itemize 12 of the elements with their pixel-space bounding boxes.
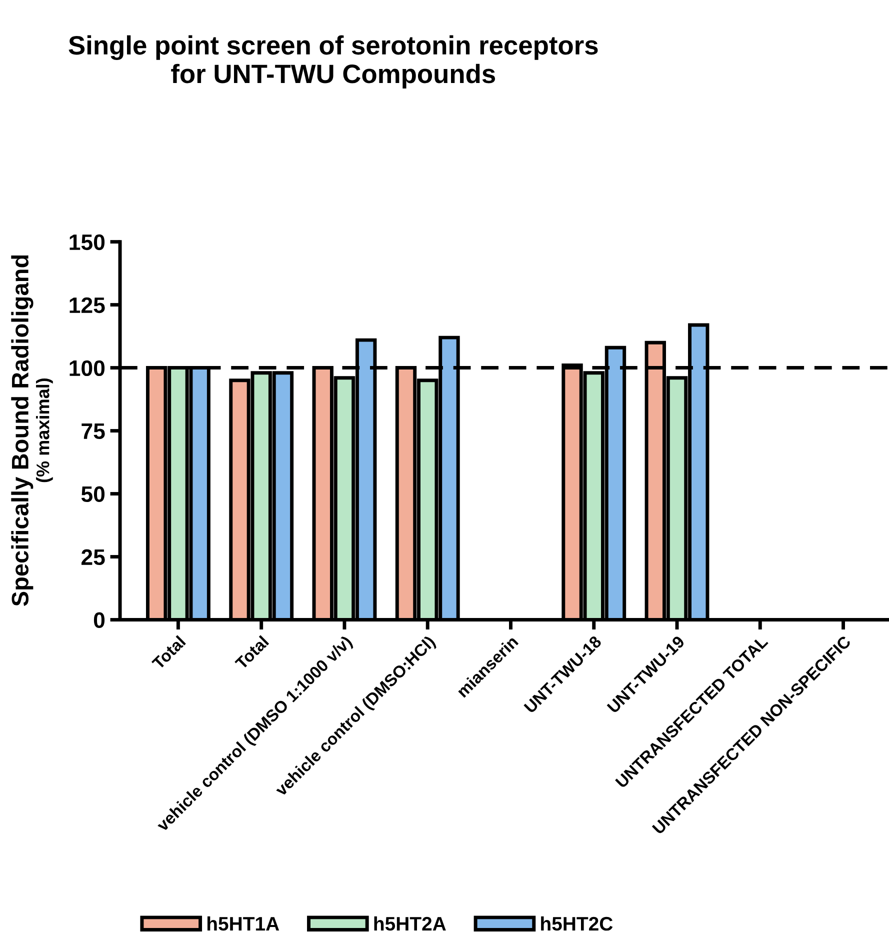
y-tick-label: 25: [81, 549, 105, 566]
y-tick-label: 100: [70, 360, 105, 376]
y-tick-label: 150: [70, 234, 105, 250]
legend-label: h5HT1A: [207, 916, 280, 931]
legend-label: h5HT2C: [541, 916, 613, 931]
y-axis-title: Specifically Bound Radioligand (% maximal): [11, 255, 53, 606]
chart-title: Single point screen of serotonin receptors for UNT-TWU Compounds: [68, 35, 598, 88]
y-tick-label: 0: [94, 612, 105, 628]
y-tick-label: 125: [70, 297, 105, 314]
legend-label: h5HT2A: [374, 916, 446, 931]
y-tick-label: 75: [82, 424, 105, 440]
y-tick-label: 50: [81, 486, 105, 502]
